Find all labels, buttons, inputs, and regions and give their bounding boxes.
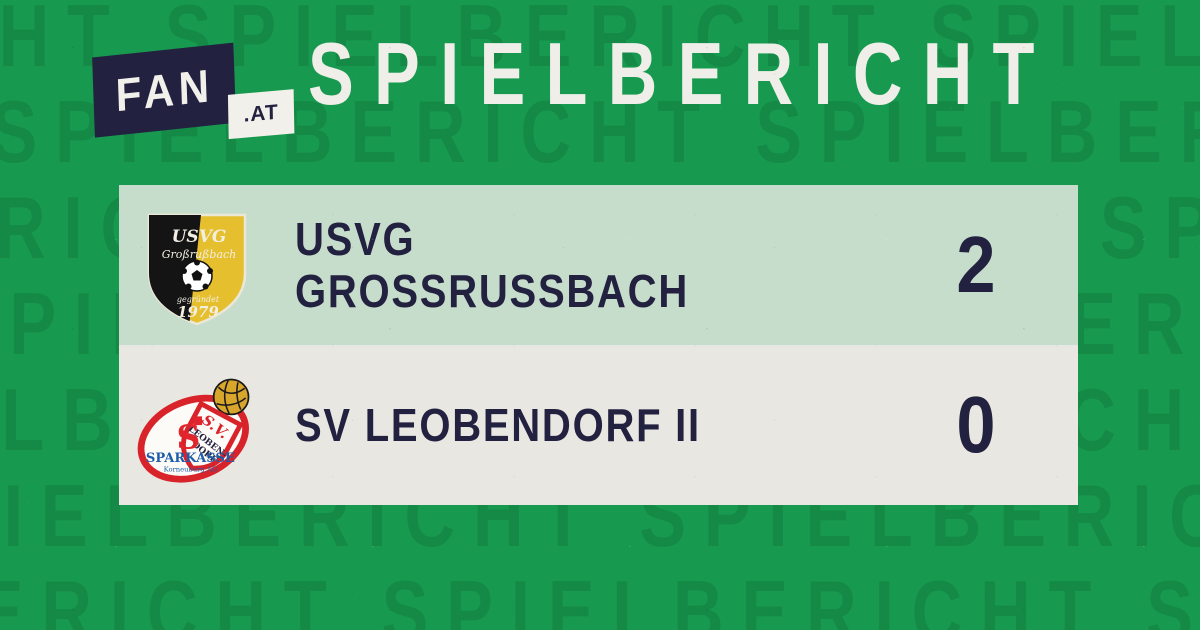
home-team-name-line2: GROSSRUSSBACH [295, 265, 689, 317]
at-logo-text: .AT [243, 100, 279, 127]
away-team-name-line: SV LEOBENDORF II [295, 399, 701, 451]
away-team-score: 0 [956, 380, 996, 469]
match-row-home: USVG Großrußbach gegründet 1979 USVG GRO… [119, 185, 1078, 345]
home-team-score: 2 [956, 220, 996, 309]
crest-shield-black [149, 215, 201, 324]
fan-at-logo: FAN .AT [75, 29, 296, 165]
crest-founded-year: 1979 [177, 303, 219, 321]
sponsor-sub: Korneuburg AG [164, 466, 218, 474]
crest-club-name: USVG [172, 227, 227, 247]
page-title: SPIELBERICHT [308, 24, 1055, 123]
score-card: USVG Großrußbach gegründet 1979 USVG GRO… [119, 185, 1078, 505]
away-team-crest: S.V. LEOBEN- DORF S SPARKASSE Korneuburg… [137, 378, 250, 483]
sponsor-logo: S SPARKASSE Korneuburg AG [146, 416, 235, 474]
fan-logo-box: FAN [92, 42, 237, 138]
away-team-name: SV LEOBENDORF II [295, 399, 761, 451]
fan-logo-text: FAN [114, 58, 214, 122]
crest-club-place: Großrußbach [162, 248, 237, 261]
at-logo-tag: .AT [227, 89, 295, 140]
sponsor-s-icon: S [177, 417, 201, 456]
home-team-name: USVG GROSSRUSSBACH [295, 213, 748, 317]
watermark-row: SPIELBERICHT SPIELBERICHT SPIELBERICHT S… [0, 562, 1200, 630]
sponsor-name: SPARKASSE [146, 451, 235, 466]
match-row-away: S.V. LEOBEN- DORF S SPARKASSE Korneuburg… [119, 345, 1078, 505]
football-icon [181, 259, 213, 292]
home-team-name-line1: USVG [295, 213, 416, 265]
crest-founded-label: gegründet [177, 295, 220, 304]
home-team-crest: USVG Großrußbach gegründet 1979 [147, 213, 247, 326]
ball-icon [212, 378, 250, 416]
